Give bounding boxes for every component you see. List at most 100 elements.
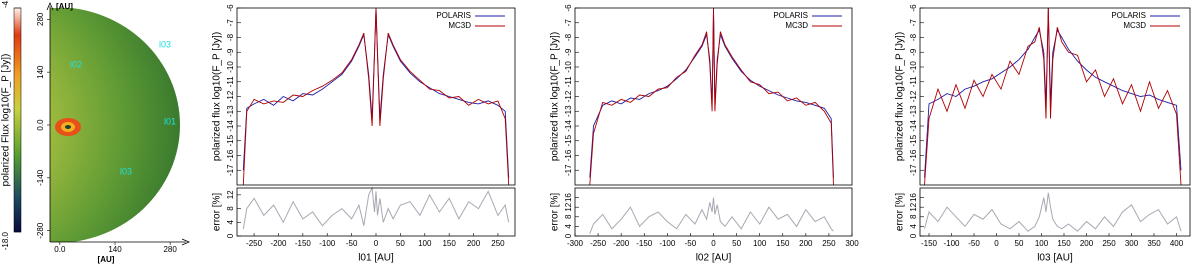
x-tick-label: 50 [1015, 239, 1024, 248]
data-line [242, 8, 510, 186]
x-tick-label: 300 [1125, 239, 1139, 248]
colorbar-tick-label: -18.0 [1, 231, 10, 250]
data-line [924, 8, 1182, 178]
x-tick-label: 0 [711, 239, 716, 248]
x-tick-label: 100 [1035, 239, 1049, 248]
y-tick-label: -6 [909, 4, 918, 12]
error-axis-label: error [%] [550, 193, 561, 232]
error-y-tick-label: 0 [226, 233, 235, 238]
error-frame [919, 187, 1191, 237]
error-axis-label: error [%] [895, 193, 906, 232]
error-y-tick-label: 0 [564, 233, 573, 238]
error-line [242, 186, 510, 230]
x-tick-label: 150 [442, 239, 456, 248]
y-tick-label: -9 [226, 48, 235, 56]
y-tick-label: -12 [564, 90, 573, 102]
x-tick-label: -100 [659, 239, 676, 248]
error-y-tick-label: 12 [226, 190, 235, 199]
y-tick-label: -6 [226, 4, 235, 12]
x-tick-label: 350 [1147, 239, 1161, 248]
x-tick-label: 400 [1170, 239, 1184, 248]
x-tick-label: -150 [921, 239, 938, 248]
legend-label: MC3D [1123, 21, 1146, 30]
y-tick-label: -15 [909, 134, 918, 146]
y-tick-label: -16 [909, 149, 918, 161]
y-tick-label: -9 [564, 48, 573, 56]
data-line [589, 8, 834, 186]
y-tick-label: 0.0 [36, 119, 45, 131]
y-tick-label: -7 [564, 19, 573, 27]
error-frame [574, 187, 853, 237]
error-y-tick-label: 4 [226, 220, 235, 225]
x-tick-label: -100 [943, 239, 960, 248]
x-tick-label: -50 [685, 239, 697, 248]
x-tick-label: 300 [845, 239, 859, 248]
x-tick-label: 0.0 [54, 245, 66, 254]
error-y-tick-label: 12 [909, 202, 918, 211]
y-tick-label: -15 [564, 134, 573, 146]
legend-label: MC3D [785, 21, 808, 30]
x-tick-label: -150 [636, 239, 653, 248]
line-cut-label: l03 [120, 166, 132, 176]
error-y-tick-label: 0 [909, 233, 918, 238]
data-line [924, 8, 1182, 186]
x-tick-label: 200 [467, 239, 481, 248]
y-tick-label: -13 [564, 105, 573, 117]
y-tick-label: -15 [226, 134, 235, 146]
x-tick-label: 0 [994, 239, 999, 248]
x-axis-label: l03 [AU] [1037, 253, 1073, 264]
x-tick-label: -150 [295, 239, 312, 248]
y-tick-label: -11 [564, 76, 573, 88]
error-line [924, 192, 1182, 232]
map-image [50, 8, 180, 242]
x-axis-label: l01 [AU] [358, 253, 394, 264]
error-axis-label: error [%] [212, 193, 223, 232]
line-cut-label: l03 [159, 39, 171, 49]
x-axis-label: [AU] [98, 255, 115, 264]
line-cut-label: l01 [164, 116, 176, 126]
y-tick-label: -140 [36, 169, 45, 186]
x-tick-label: -50 [968, 239, 980, 248]
x-tick-label: 50 [396, 239, 405, 248]
colorbar [13, 7, 22, 233]
error-y-tick-label: 16 [564, 193, 573, 202]
map-axes [46, 1, 191, 246]
error-y-tick-label: 12 [564, 202, 573, 211]
y-tick-label: -17 [226, 164, 235, 176]
y-tick-label: -17 [909, 164, 918, 176]
line-cut-label: l02 [70, 59, 82, 69]
error-y-tick-label: 8 [226, 206, 235, 211]
x-tick-label: 250 [1102, 239, 1116, 248]
y-axis-label: [AU] [56, 2, 73, 11]
y-tick-label: -11 [226, 76, 235, 88]
x-tick-label: 50 [732, 239, 741, 248]
legend-label: POLARIS [773, 11, 808, 20]
legend-label: POLARIS [1111, 11, 1146, 20]
error-y-tick-label: 16 [909, 193, 918, 202]
data-line [589, 8, 834, 178]
colorbar-label: polarized Flux log10(F_P [Jy]) [1, 54, 12, 187]
y-axis-label: polarized flux log10(F_P [Jy]) [212, 32, 223, 161]
y-tick-label: -17 [564, 164, 573, 176]
x-tick-label: 250 [491, 239, 505, 248]
y-tick-label: -12 [226, 90, 235, 102]
x-tick-label: 200 [1080, 239, 1094, 248]
x-tick-label: 150 [1057, 239, 1071, 248]
plot-frame [236, 7, 516, 186]
y-tick-label: -9 [909, 48, 918, 56]
x-tick-label: 100 [418, 239, 432, 248]
y-tick-label: -7 [226, 19, 235, 27]
y-tick-label: -14 [564, 120, 573, 132]
error-line [589, 197, 834, 234]
error-y-tick-label: 8 [909, 214, 918, 219]
x-tick-label: -100 [319, 239, 336, 248]
y-tick-label: -10 [226, 61, 235, 73]
y-tick-label: -10 [564, 61, 573, 73]
y-tick-label: -16 [564, 149, 573, 161]
y-tick-label: -14 [226, 120, 235, 132]
y-tick-label: -13 [909, 105, 918, 117]
x-tick-label: -300 [567, 239, 584, 248]
y-tick-label: -12 [909, 90, 918, 102]
x-tick-label: -250 [590, 239, 607, 248]
y-tick-label: -13 [226, 105, 235, 117]
